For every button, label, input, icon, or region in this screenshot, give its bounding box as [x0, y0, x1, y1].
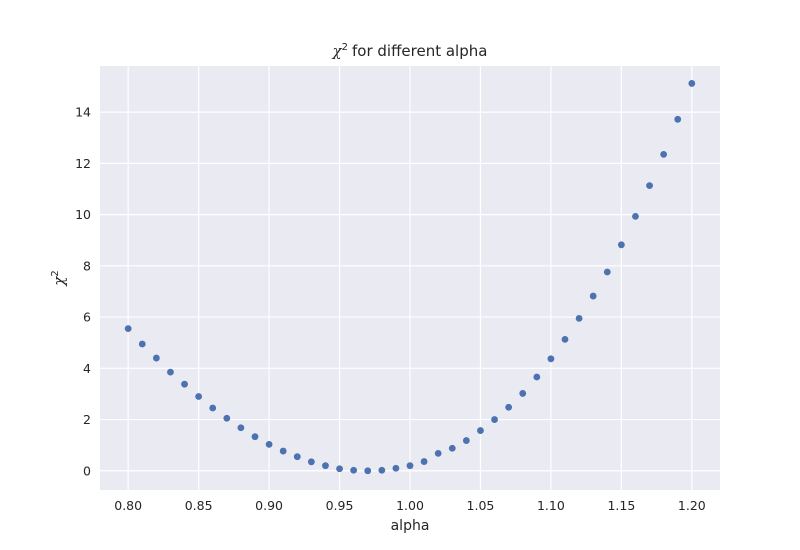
x-axis-label: alpha	[391, 518, 430, 534]
scatter-point	[477, 427, 484, 434]
scatter-point	[195, 393, 203, 400]
scatter-point	[138, 340, 146, 348]
scatter-point	[279, 447, 287, 455]
scatter-point	[181, 380, 188, 388]
scatter-point	[491, 416, 498, 423]
x-tick-label: 0.90	[255, 498, 283, 513]
x-tick-label: 0.95	[326, 498, 354, 513]
x-tick-label: 1.00	[396, 498, 424, 513]
scatter-point	[448, 444, 456, 452]
scatter-point	[152, 354, 160, 362]
title-text: for different alpha	[352, 42, 487, 60]
x-tick-label: 1.20	[678, 498, 706, 513]
y-axis-chi-symbol: χ	[50, 276, 68, 287]
scatter-point	[434, 449, 442, 457]
y-tick-label: 2	[83, 412, 91, 427]
scatter-point	[674, 115, 682, 123]
x-tick-label: 0.80	[114, 498, 142, 513]
x-tick-label: 0.85	[185, 498, 213, 513]
y-tick-label: 8	[83, 258, 91, 273]
scatter-point	[420, 458, 428, 465]
data-points	[124, 80, 696, 475]
y-tick-label: 10	[75, 207, 91, 222]
scatter-point	[124, 325, 132, 332]
svg-text:χ2: χ2	[50, 270, 68, 286]
scatter-point	[364, 467, 372, 475]
scatter-point	[209, 404, 217, 412]
scatter-point	[575, 314, 583, 322]
scatter-point	[547, 355, 555, 363]
scatter-point	[406, 462, 414, 470]
x-tick-label: 1.15	[607, 498, 635, 513]
y-axis-label: χ2	[50, 270, 68, 286]
chart-title: χ2 for different alpha	[332, 42, 488, 60]
y-tick-labels: 0 2 4 6 8 10 12 14	[75, 105, 91, 479]
scatter-point	[561, 335, 569, 343]
scatter-point	[617, 241, 625, 249]
scatter-point	[237, 424, 245, 432]
scatter-point	[378, 466, 386, 474]
scatter-point	[265, 440, 273, 448]
scatter-point	[336, 465, 343, 473]
y-tick-label: 6	[83, 310, 91, 325]
scatter-point	[519, 390, 527, 397]
scatter-point	[646, 182, 653, 190]
y-tick-label: 0	[83, 463, 91, 478]
scatter-point	[293, 453, 301, 461]
x-tick-label: 1.10	[537, 498, 565, 513]
scatter-point	[589, 292, 597, 300]
scatter-point	[307, 458, 315, 466]
title-chi-symbol: χ	[332, 42, 343, 60]
scatter-point	[462, 437, 470, 444]
y-tick-label: 4	[83, 361, 91, 376]
scatter-point	[167, 368, 174, 376]
x-tick-labels: 0.80 0.85 0.90 0.95 1.00 1.05 1.10 1.15 1.20	[114, 498, 706, 513]
title-superscript: 2	[342, 42, 348, 53]
y-tick-label: 14	[75, 105, 91, 120]
scatter-point	[603, 268, 611, 276]
scatter-point	[660, 150, 668, 158]
scatter-point	[322, 462, 329, 470]
scatter-point	[632, 212, 639, 220]
scatter-point	[392, 464, 400, 472]
y-tick-label: 12	[75, 156, 91, 171]
scatter-point	[533, 373, 541, 381]
scatter-point	[350, 466, 358, 474]
scatter-point	[505, 403, 513, 411]
scatter-point	[223, 414, 231, 422]
x-tick-label: 1.05	[467, 498, 495, 513]
grid-lines	[100, 66, 720, 490]
y-axis-superscript: 2	[50, 270, 61, 276]
scatter-point	[688, 80, 696, 87]
scatter-point	[251, 433, 259, 441]
